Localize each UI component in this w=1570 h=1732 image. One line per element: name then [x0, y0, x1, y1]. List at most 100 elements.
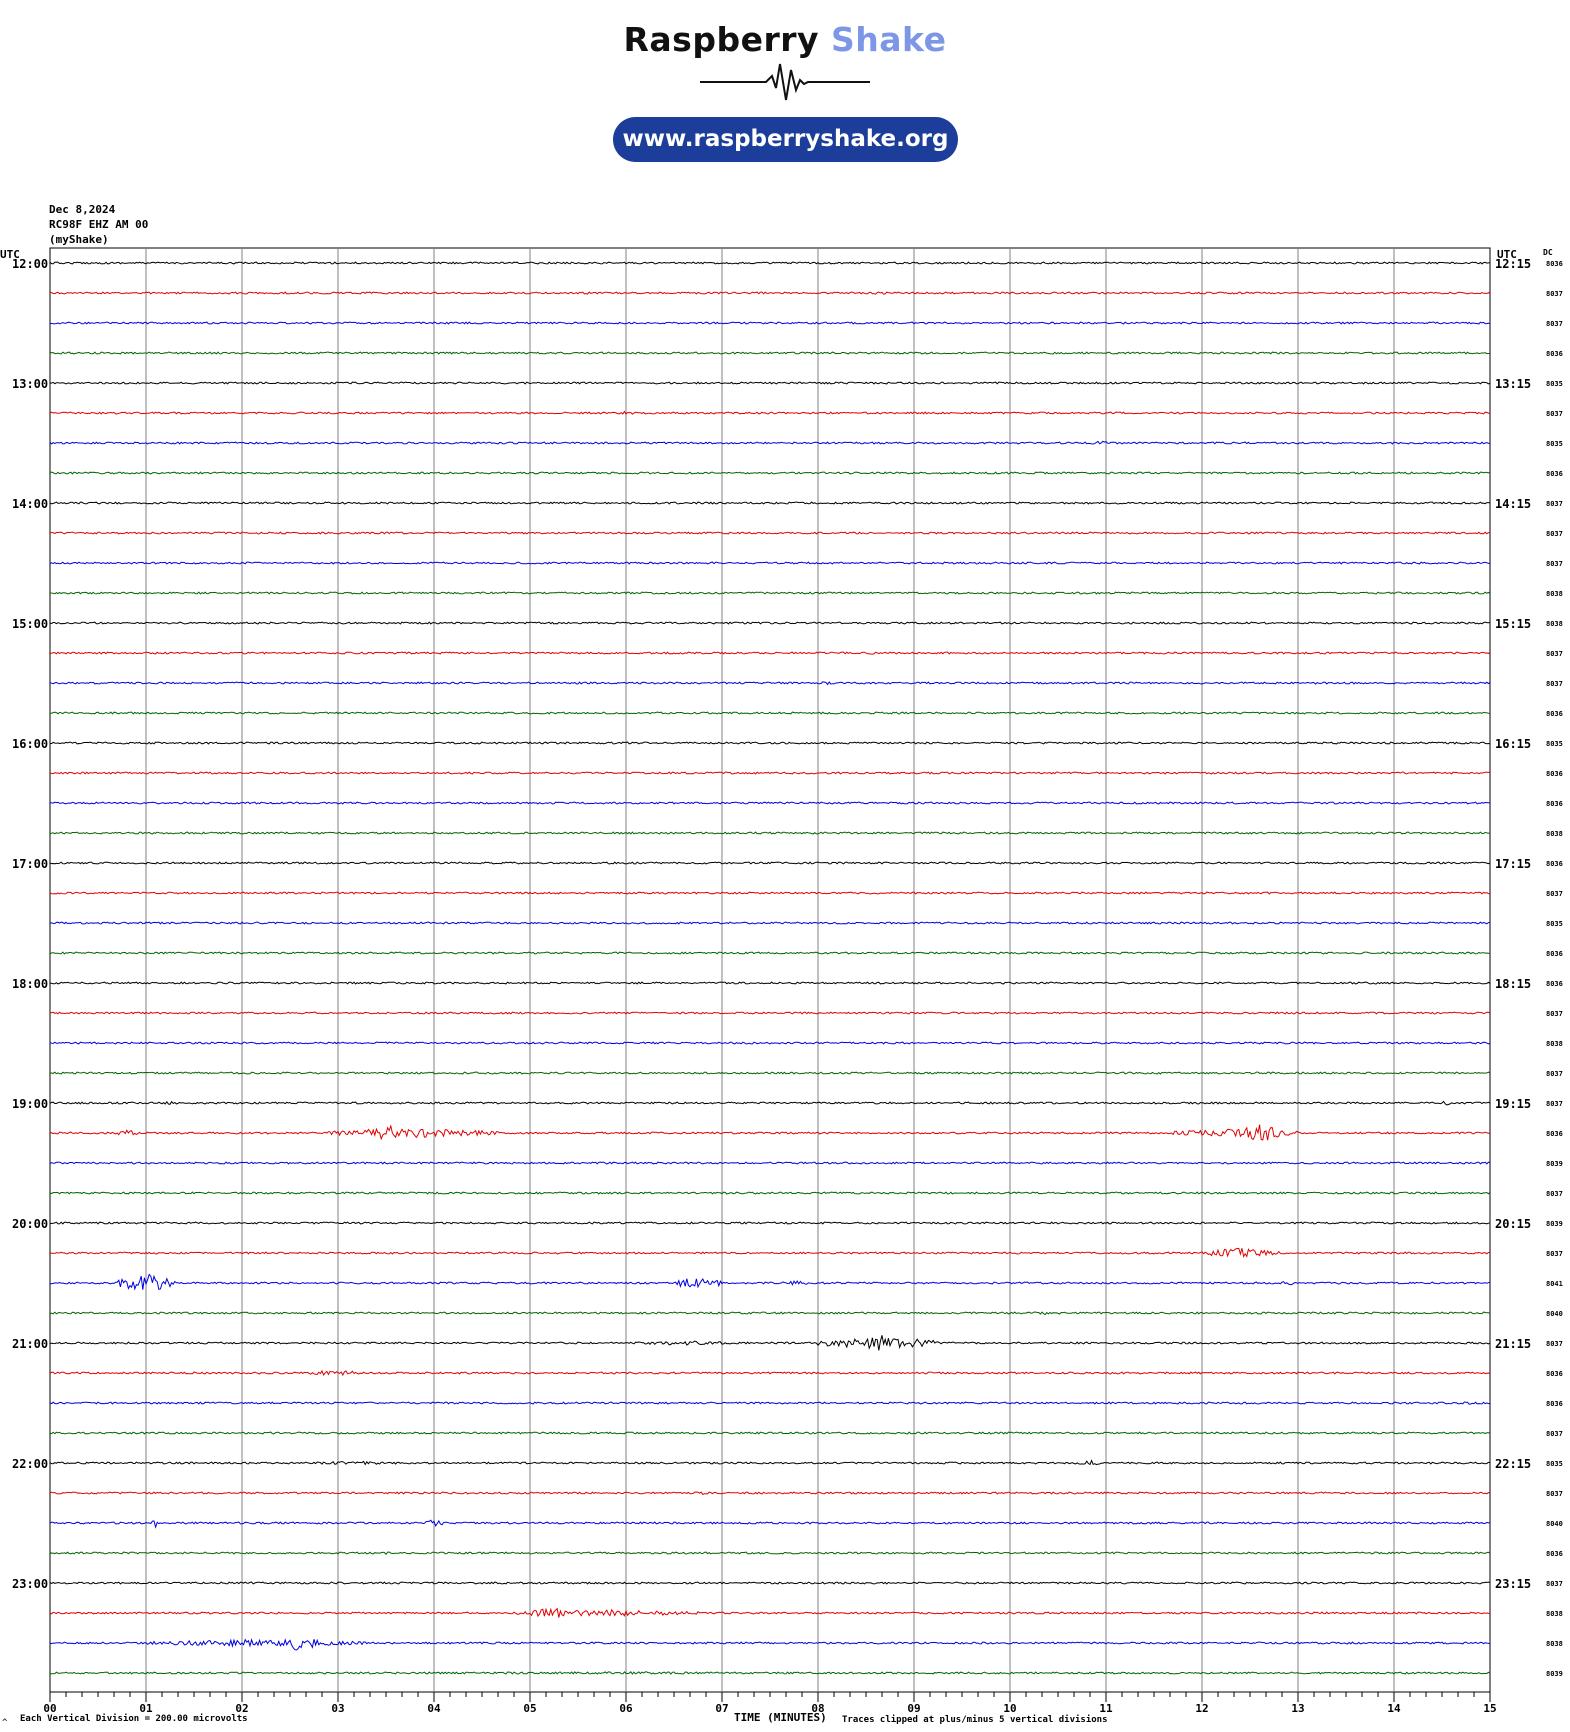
- seismic-trace: [49, 1011, 1491, 1015]
- seismic-trace: [49, 1491, 1491, 1496]
- left-hour-label: 12:00: [12, 257, 48, 271]
- seismic-trace: [49, 1431, 1491, 1435]
- seismic-trace: [49, 261, 1491, 265]
- x-tick-label: 07: [715, 1702, 728, 1715]
- left-hour-label: 19:00: [12, 1097, 48, 1111]
- logo-name-secondary: Shake: [831, 20, 947, 59]
- dc-offset-label: 8040: [1546, 1310, 1563, 1318]
- seismic-trace: [49, 410, 1491, 415]
- seismic-trace: [49, 1335, 1491, 1351]
- x-tick-label: 06: [619, 1702, 633, 1715]
- seismic-trace: [49, 1191, 1491, 1195]
- dc-offset-label: 8037: [1546, 410, 1563, 418]
- dc-offset-label: 8037: [1546, 1190, 1563, 1198]
- seismic-trace: [49, 651, 1491, 655]
- plot-grid: [49, 247, 1491, 1702]
- website-url-badge[interactable]: www.raspberryshake.org: [613, 117, 958, 162]
- right-hour-label: 15:15: [1495, 617, 1531, 631]
- seismic-trace: [49, 1607, 1491, 1618]
- seismic-trace: [49, 1071, 1491, 1075]
- dc-offset-label: 8036: [1546, 1370, 1563, 1378]
- x-tick-label: 00: [43, 1702, 56, 1715]
- dc-offset-label: 8037: [1546, 1250, 1563, 1258]
- dc-offset-label: 8036: [1546, 950, 1563, 958]
- seismic-trace: [49, 1221, 1491, 1225]
- seismic-trace: [49, 861, 1491, 865]
- dc-offset-label: 8036: [1546, 1130, 1563, 1138]
- x-tick-label: 15: [1483, 1702, 1496, 1715]
- seismic-trace: [49, 1124, 1491, 1141]
- x-tick-label: 13: [1291, 1702, 1304, 1715]
- dc-offset-label: 8038: [1546, 620, 1563, 628]
- seismic-trace: [49, 561, 1491, 565]
- dc-offset-label: 8037: [1546, 1100, 1563, 1108]
- x-tick-label: 03: [331, 1702, 344, 1715]
- right-hour-label: 23:15: [1495, 1577, 1531, 1591]
- seismic-trace: [50, 711, 1491, 715]
- seismic-trace: [49, 1581, 1491, 1585]
- right-hour-label: 16:15: [1495, 737, 1531, 751]
- x-tick-label: 01: [139, 1702, 153, 1715]
- left-hour-label: 14:00: [12, 497, 48, 511]
- dc-offset-label: 8036: [1546, 710, 1563, 718]
- dc-offset-label: 8035: [1546, 440, 1563, 448]
- dc-offset-label: 8036: [1546, 800, 1563, 808]
- left-hour-label: 13:00: [12, 377, 48, 391]
- left-hour-label: 20:00: [12, 1217, 48, 1231]
- seismic-trace: [49, 801, 1490, 805]
- dc-offset-label: 8037: [1546, 890, 1563, 898]
- seismic-trace: [49, 1100, 1491, 1106]
- trace-group: [49, 261, 1491, 1675]
- seismogram-logo-icon: [700, 63, 870, 101]
- dc-offset-label: 8037: [1546, 320, 1563, 328]
- dc-offset-label: 8036: [1546, 1400, 1563, 1408]
- label-group: 00 01 02 03 04 05 06 07 08 09 10 11 12 13 14 15 UTC UTC DC…: [0, 248, 1563, 1715]
- x-tick-label: 09: [907, 1702, 920, 1715]
- left-hour-label: 15:00: [12, 617, 48, 631]
- raspberry-shake-logo: Raspberry Shake www.raspberryshake.org: [0, 0, 1570, 180]
- dc-offset-label: 8037: [1546, 1490, 1563, 1498]
- dc-offset-label: 8036: [1546, 980, 1563, 988]
- dc-offset-label: 8037: [1546, 680, 1563, 688]
- station-code: RC98F EHZ AM 00: [49, 218, 149, 231]
- seismic-trace: [49, 1369, 1491, 1377]
- dc-offset-label: 8037: [1546, 1580, 1563, 1588]
- x-tick-label: 02: [235, 1702, 248, 1715]
- left-axis-label: UTC: [0, 248, 20, 261]
- seismic-trace: [49, 351, 1490, 355]
- right-hour-label: 13:15: [1495, 377, 1531, 391]
- right-hour-label: 14:15: [1495, 497, 1531, 511]
- dc-offset-label: 8037: [1546, 530, 1563, 538]
- right-hour-label: 12:15: [1495, 257, 1531, 271]
- left-hour-label: 18:00: [12, 977, 48, 991]
- right-hour-label: 21:15: [1495, 1337, 1531, 1351]
- plot-date: Dec 8,2024: [49, 203, 116, 216]
- dc-offset-label: 8037: [1546, 560, 1563, 568]
- right-hour-label: 20:15: [1495, 1217, 1531, 1231]
- dc-offset-label: 8035: [1546, 920, 1563, 928]
- dc-offset-label: 8038: [1546, 830, 1563, 838]
- x-tick-label: 12: [1195, 1702, 1208, 1715]
- seismic-trace: [49, 381, 1491, 385]
- x-tick-label: 11: [1099, 1702, 1113, 1715]
- dc-offset-label: 8036: [1546, 770, 1563, 778]
- seismic-trace: [49, 621, 1491, 625]
- dc-offset-label: 8036: [1546, 260, 1563, 268]
- dc-offset-label: 8040: [1546, 1520, 1563, 1528]
- corner-mark: ^: [2, 1718, 8, 1728]
- seismic-trace: [49, 1247, 1491, 1258]
- seismic-trace: [49, 531, 1491, 535]
- dc-offset-label: 8039: [1546, 1160, 1563, 1168]
- dc-offset-label: 8039: [1546, 1220, 1563, 1228]
- dc-offset-label: 8038: [1546, 1610, 1563, 1618]
- dc-offset-label: 8037: [1546, 650, 1563, 658]
- dc-offset-label: 8037: [1546, 1430, 1563, 1438]
- left-hour-label: 17:00: [12, 857, 48, 871]
- x-tick-label: 04: [427, 1702, 441, 1715]
- dc-offset-label: 8036: [1546, 1550, 1563, 1558]
- seismic-trace: [49, 321, 1491, 325]
- seismic-trace: [49, 891, 1491, 895]
- dc-offset-label: 8037: [1546, 1010, 1563, 1018]
- dc-offset-label: 8036: [1546, 860, 1563, 868]
